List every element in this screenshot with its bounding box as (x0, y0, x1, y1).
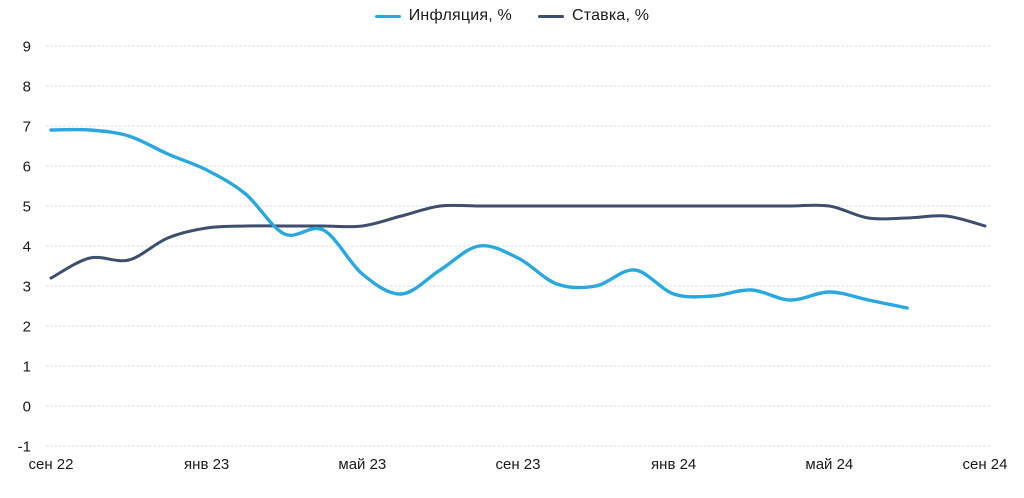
rate-line-swatch (537, 14, 564, 18)
gridlines (46, 45, 991, 447)
y-tick-label: 9 (23, 39, 31, 56)
inflation-line (49, 127, 909, 310)
x-tick-label: янв 23 (184, 456, 229, 473)
x-tick-label: янв 24 (651, 456, 696, 473)
y-tick-label: 7 (23, 119, 31, 136)
y-axis-labels: 9 8 7 6 5 4 3 2 1 0 -1 (18, 39, 31, 456)
x-tick-label: сен 23 (496, 456, 541, 473)
y-tick-label: 6 (23, 159, 31, 176)
rate-line (49, 203, 987, 280)
x-tick-label: сен 22 (29, 456, 74, 473)
x-tick-label: сен 24 (963, 456, 1008, 473)
y-tick-label: 3 (23, 279, 31, 296)
y-tick-label: 8 (23, 79, 31, 96)
y-tick-label: -1 (18, 439, 31, 456)
legend-item-inflation: Инфляция, % (374, 7, 512, 25)
legend: Инфляция, % Ставка, % (0, 7, 1024, 25)
legend-label-inflation: Инфляция, % (408, 7, 512, 24)
y-tick-label: 5 (23, 199, 31, 216)
x-tick-label: май 24 (805, 456, 853, 473)
inflation-line-swatch (374, 14, 401, 18)
x-tick-label: май 23 (338, 456, 386, 473)
y-tick-label: 0 (23, 399, 31, 416)
legend-label-rate: Ставка, % (571, 7, 650, 24)
y-tick-label: 4 (23, 239, 31, 256)
legend-item-rate: Ставка, % (537, 7, 650, 25)
y-tick-label: 1 (23, 359, 31, 376)
y-tick-label: 2 (23, 319, 31, 336)
x-axis-labels: сен 22 янв 23 май 23 сен 23 янв 24 май 24 сен … (29, 456, 1008, 473)
